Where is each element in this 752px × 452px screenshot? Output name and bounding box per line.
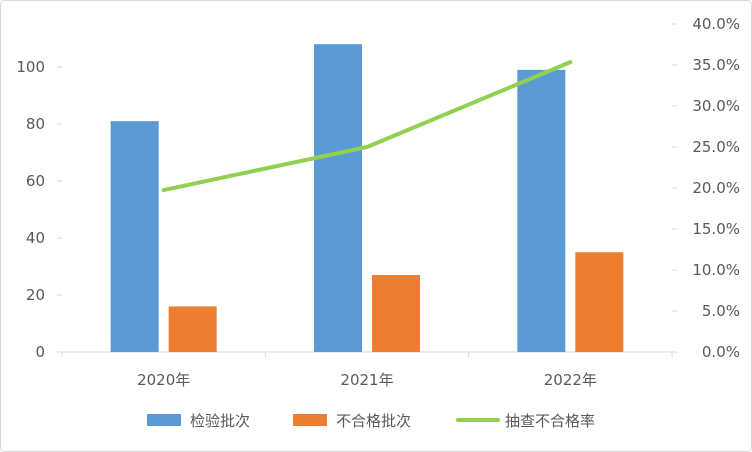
right-tick-label: 25.0% xyxy=(692,138,740,156)
bar-failed-batches xyxy=(372,275,420,352)
right-tick-label: 40.0% xyxy=(692,15,740,33)
left-tick-label: 80 xyxy=(26,115,45,133)
x-tick-label: 2022年 xyxy=(544,371,597,389)
bar-failed-batches xyxy=(168,306,217,352)
right-tick-label: 10.0% xyxy=(692,261,740,279)
left-tick-label: 100 xyxy=(16,58,45,76)
x-tick-label: 2021年 xyxy=(340,371,393,389)
right-tick-label: 30.0% xyxy=(692,97,740,115)
right-tick-label: 35.0% xyxy=(692,56,740,74)
left-tick-label: 60 xyxy=(26,172,45,190)
left-tick-label: 0 xyxy=(35,343,45,361)
right-tick-label: 15.0% xyxy=(692,220,740,238)
legend-label: 检验批次 xyxy=(190,412,250,430)
legend-swatch-failed-batches xyxy=(293,414,327,426)
x-tick-label: 2020年 xyxy=(137,371,190,389)
left-tick-label: 20 xyxy=(26,286,45,304)
right-tick-label: 5.0% xyxy=(702,302,740,320)
right-tick-label: 20.0% xyxy=(692,179,740,197)
bar-inspection-batches xyxy=(314,44,362,352)
bar-inspection-batches xyxy=(110,121,159,353)
legend-label: 抽查不合格率 xyxy=(505,412,595,430)
right-tick-label: 0.0% xyxy=(702,343,740,361)
bar-failed-batches xyxy=(575,252,624,352)
left-tick-label: 40 xyxy=(26,229,45,247)
legend-label: 不合格批次 xyxy=(336,412,411,430)
bar-inspection-batches xyxy=(517,69,566,352)
legend-swatch-inspection-batches xyxy=(147,414,181,426)
